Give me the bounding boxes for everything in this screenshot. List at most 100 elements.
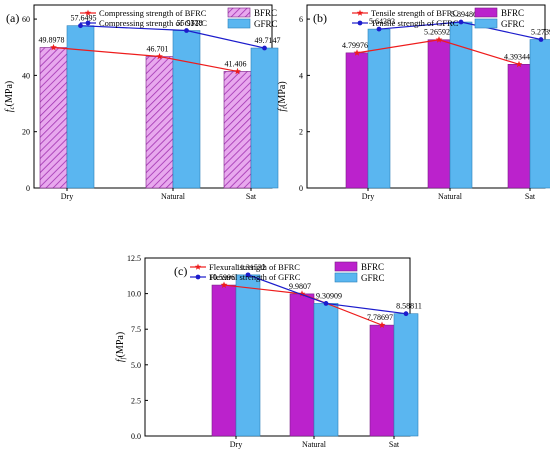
bfrc-data-label: 4.79976 <box>342 41 368 50</box>
bar-gfrc <box>172 30 201 189</box>
gfrc-marker <box>403 311 409 317</box>
gfrc-marker <box>323 301 329 306</box>
gfrc-data-label: 5.64383 <box>369 17 395 26</box>
x-tick-label: Natural <box>438 192 463 201</box>
x-tick-label: Dry <box>230 440 242 449</box>
bfrc-marker <box>378 321 386 328</box>
x-tick-label: Sat <box>525 192 536 201</box>
legend-star-icon <box>84 9 92 16</box>
y-tick-label: 0.0 <box>131 432 141 441</box>
y-tick-label: 12.5 <box>127 254 141 263</box>
bar-bfrc <box>223 71 252 189</box>
bfrc-data-label: 7.78697 <box>367 313 393 322</box>
panel-label: (c) <box>174 264 187 278</box>
legend-label: Flexural strength of BFRC <box>209 262 300 272</box>
y-tick-label: 2 <box>299 128 303 137</box>
bar-bfrc <box>507 64 531 189</box>
y-tick-label: 40 <box>22 71 30 80</box>
legend-label: Compressing strength of GFRC <box>99 18 207 28</box>
bfrc-data-label: 9.9807 <box>289 282 311 291</box>
bar-gfrc <box>250 47 279 189</box>
bfrc-data-label: 46.701 <box>147 45 169 54</box>
bfrc-marker <box>234 67 241 75</box>
gfrc-data-label: 49.7147 <box>255 36 281 45</box>
bfrc-marker <box>298 290 306 297</box>
chart-panel-1: 0 20 40 60 fc(MPa) Dry Natural Sat 49.8978 46.701… <box>4 4 281 201</box>
gfrc-line <box>80 25 265 49</box>
legend-label: Tensile strength of GFRC <box>371 18 459 28</box>
legend-label: BFRC <box>361 262 384 272</box>
bfrc-marker <box>435 36 443 43</box>
y-axis-label: ft(MPa) <box>277 81 289 111</box>
legend-label: BFRC <box>254 8 277 18</box>
gfrc-data-label: 55.9328 <box>177 19 203 28</box>
panel-label: (a) <box>6 11 19 25</box>
y-tick-label: 60 <box>22 15 30 24</box>
gfrc-data-label: 11.31532 <box>236 263 266 272</box>
y-tick-label: 0 <box>26 184 30 193</box>
bar-gfrc <box>393 313 419 437</box>
bar-bfrc <box>289 293 315 437</box>
bar-gfrc <box>529 39 550 189</box>
x-tick-label: Sat <box>246 192 257 201</box>
gfrc-marker <box>245 272 251 278</box>
bar-gfrc <box>313 303 339 437</box>
gfrc-data-label: 9.30909 <box>316 291 342 300</box>
legend-star-icon <box>356 9 364 16</box>
bar-bfrc <box>369 324 395 437</box>
legend-swatch-gfrc <box>227 18 251 29</box>
legend-label: GFRC <box>501 19 525 29</box>
bfrc-data-label: 49.8978 <box>39 36 65 45</box>
x-tick-label: Sat <box>389 440 400 449</box>
bar-bfrc <box>211 284 237 437</box>
y-tick-label: 10.0 <box>127 290 141 299</box>
chart-panel-3: 0.0 2.5 5.0 7.5 10.0 12.5 ff(MPa) Dry Natural Sat… <box>115 254 422 449</box>
gfrc-marker <box>78 23 83 29</box>
legend-swatch-bfrc <box>334 261 358 272</box>
gfrc-marker <box>376 26 382 32</box>
legend-label: Compressing strength of BFRC <box>99 8 207 18</box>
bfrc-marker <box>353 49 361 56</box>
legend-swatch-bfrc <box>227 7 251 18</box>
gfrc-marker <box>184 28 189 33</box>
bfrc-marker <box>50 43 57 51</box>
gfrc-data-label: 5.89486 <box>451 10 477 19</box>
y-axis-label: ff(MPa) <box>115 332 127 362</box>
legend-circle-icon <box>85 20 91 26</box>
legend-swatch-gfrc <box>334 272 358 283</box>
y-tick-label: 20 <box>22 128 30 137</box>
x-tick-label: Natural <box>161 192 186 201</box>
bar-gfrc <box>66 25 95 189</box>
gfrc-marker <box>538 37 544 42</box>
x-tick-label: Dry <box>61 192 73 201</box>
bfrc-marker <box>515 60 523 68</box>
legend-label: GFRC <box>361 273 385 283</box>
gfrc-marker <box>262 45 267 51</box>
legend-swatch-bfrc <box>474 7 498 18</box>
gfrc-marker <box>458 19 464 25</box>
gfrc-data-label: 8.58811 <box>396 302 422 311</box>
legend-star-icon <box>194 263 202 270</box>
y-tick-label: 5.0 <box>131 361 141 370</box>
bar-bfrc <box>145 56 174 189</box>
y-tick-label: 0 <box>299 184 303 193</box>
y-tick-label: 6 <box>299 15 303 24</box>
bar-gfrc <box>367 28 391 189</box>
gfrc-data-label: 5.27392 <box>531 28 550 37</box>
legend-label: Flexural strength of GFRC <box>209 272 301 282</box>
bar-bfrc <box>345 52 369 189</box>
bfrc-data-label: 4.39344 <box>504 52 530 61</box>
legend-label: Tensile strength of BFRC <box>371 8 458 18</box>
chart-panel-2: 0 2 4 6 ft(MPa) Dry Natural Sat 4.79976 5.26592 4.… <box>277 4 550 201</box>
bfrc-marker <box>220 281 228 288</box>
gfrc-data-label: 57.6495 <box>71 14 97 23</box>
legend-label: BFRC <box>501 8 524 18</box>
legend-circle-icon <box>195 274 201 280</box>
y-axis-label: fc(MPa) <box>4 81 16 112</box>
x-tick-label: Dry <box>362 192 374 201</box>
legend-circle-icon <box>357 20 363 26</box>
bar-bfrc <box>427 39 451 189</box>
bar-gfrc <box>235 274 261 437</box>
legend-swatch-gfrc <box>474 18 498 29</box>
